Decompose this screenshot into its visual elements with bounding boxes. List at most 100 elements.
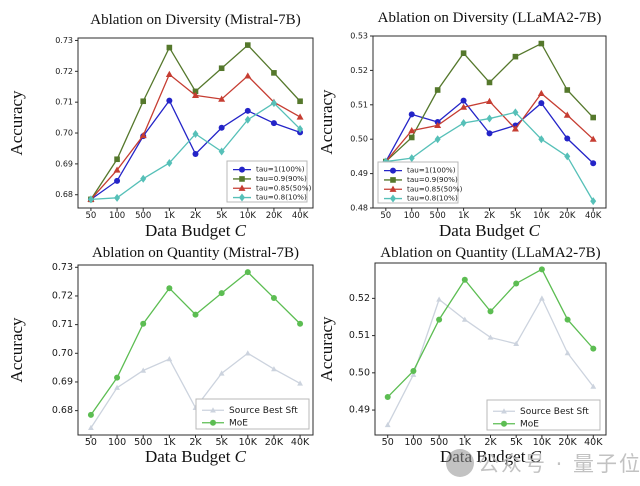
svg-text:tau=1(100%): tau=1(100%) xyxy=(256,165,305,174)
panel-diversity-llama2: Ablation on Diversity (LLaMA2-7B) 0.48 0.4… xyxy=(320,0,640,243)
svg-text:2K: 2K xyxy=(484,211,495,221)
svg-text:40K: 40K xyxy=(585,211,602,221)
svg-text:10K: 10K xyxy=(533,211,550,221)
svg-text:10K: 10K xyxy=(239,437,258,448)
svg-text:500: 500 xyxy=(430,211,446,221)
chart-series xyxy=(384,295,597,428)
y-axis-label: Accuracy xyxy=(320,316,336,382)
svg-text:tau=1(100%): tau=1(100%) xyxy=(407,166,456,175)
svg-text:10K: 10K xyxy=(533,437,552,448)
svg-text:50: 50 xyxy=(380,211,391,221)
x-axis-ticks: 50 100 500 1K 2K 5K 10K 20K 40K xyxy=(382,435,603,448)
svg-text:0.52: 0.52 xyxy=(350,66,368,75)
svg-text:40K: 40K xyxy=(292,211,309,221)
svg-text:1K: 1K xyxy=(459,437,472,448)
svg-text:Source Best Sft: Source Best Sft xyxy=(229,406,298,416)
svg-text:0.68: 0.68 xyxy=(55,190,73,199)
svg-text:500: 500 xyxy=(430,437,448,448)
y-axis-label: Accuracy xyxy=(7,317,26,383)
svg-text:5K: 5K xyxy=(510,437,523,448)
chart-series xyxy=(87,269,304,418)
chart-title: Ablation on Diversity (Mistral-7B) xyxy=(90,12,300,28)
svg-text:0.48: 0.48 xyxy=(350,204,368,213)
svg-text:0.69: 0.69 xyxy=(55,159,73,168)
y-axis-ticks: 0.49 0.50 0.51 0.52 xyxy=(349,293,375,416)
svg-text:2K: 2K xyxy=(189,437,202,448)
svg-text:0.68: 0.68 xyxy=(52,405,73,416)
chart-legend: Source Best Sft MoE xyxy=(486,399,601,431)
svg-text:20K: 20K xyxy=(558,437,577,448)
svg-text:tau=0.8(10%): tau=0.8(10%) xyxy=(407,194,458,203)
svg-text:1K: 1K xyxy=(164,211,175,221)
svg-text:10K: 10K xyxy=(240,211,257,221)
panel-quantity-llama2: Ablation on Quantity (LLaMA2-7B) 0.49 0.50… xyxy=(320,243,640,486)
x-axis-label: Data Budget C xyxy=(440,447,542,466)
svg-text:0.51: 0.51 xyxy=(350,100,368,109)
svg-text:MoE: MoE xyxy=(520,419,539,429)
svg-text:50: 50 xyxy=(85,437,97,448)
svg-text:0.69: 0.69 xyxy=(52,376,73,387)
svg-text:tau=0.8(10%): tau=0.8(10%) xyxy=(256,193,307,202)
svg-text:50: 50 xyxy=(382,437,394,448)
y-axis-label: Accuracy xyxy=(320,89,336,155)
chart-quantity-llama2: Ablation on Quantity (LLaMA2-7B) 0.49 0.50… xyxy=(320,245,607,466)
chart-diversity-mistral: Ablation on Diversity (Mistral-7B) 0.68 0.… xyxy=(7,12,314,240)
panel-quantity-mistral: Ablation on Quantity (Mistral-7B) 0.68 0.6… xyxy=(0,243,320,486)
svg-text:0.49: 0.49 xyxy=(349,405,370,416)
svg-text:tau=0.85(50%): tau=0.85(50%) xyxy=(256,183,312,192)
svg-text:20K: 20K xyxy=(559,211,576,221)
svg-text:0.50: 0.50 xyxy=(350,135,368,144)
x-axis-label: Data Budget C xyxy=(145,221,247,240)
chart-series xyxy=(383,40,596,165)
y-axis-ticks: 0.68 0.69 0.70 0.71 0.72 0.73 xyxy=(52,262,78,416)
x-axis-ticks: 50 100 500 1K 2K 5K 10K 20K 40K xyxy=(86,208,309,221)
chart-diversity-llama2: Ablation on Diversity (LLaMA2-7B)0.480.4… xyxy=(320,10,607,240)
svg-text:100: 100 xyxy=(404,437,422,448)
svg-text:tau=0.9(90%): tau=0.9(90%) xyxy=(256,174,307,183)
x-axis-ticks: 50 100 500 1K 2K 5K 10K 20K 40K xyxy=(380,208,602,221)
svg-text:Source Best Sft: Source Best Sft xyxy=(520,407,589,417)
svg-text:500: 500 xyxy=(134,437,152,448)
chart-title: Ablation on Quantity (Mistral-7B) xyxy=(92,245,299,261)
svg-text:0.53: 0.53 xyxy=(350,32,368,41)
chart-series xyxy=(382,89,597,165)
chart-legend: tau=1(100%)tau=0.9(90%)tau=0.85(50%)tau=… xyxy=(377,161,463,204)
y-axis-label: Accuracy xyxy=(7,90,26,156)
x-axis-label: Data Budget C xyxy=(439,221,541,240)
svg-text:0.52: 0.52 xyxy=(349,293,370,304)
chart-title: Ablation on Quantity (LLaMA2-7B) xyxy=(380,245,600,261)
svg-text:0.50: 0.50 xyxy=(349,367,370,378)
y-axis-ticks: 0.68 0.69 0.70 0.71 0.72 0.73 xyxy=(55,36,78,199)
svg-text:MoE: MoE xyxy=(229,418,248,428)
svg-text:0.73: 0.73 xyxy=(52,262,73,273)
svg-text:100: 100 xyxy=(108,437,126,448)
svg-text:50: 50 xyxy=(86,211,97,221)
svg-text:100: 100 xyxy=(109,211,125,221)
panel-diversity-mistral: Ablation on Diversity (Mistral-7B) 0.68 0.… xyxy=(0,0,320,243)
svg-text:1K: 1K xyxy=(458,211,469,221)
svg-text:2K: 2K xyxy=(484,437,497,448)
x-axis-ticks: 50 100 500 1K 2K 5K 10K 20K 40K xyxy=(85,435,310,448)
chart-quantity-mistral: Ablation on Quantity (Mistral-7B)0.680.6… xyxy=(7,245,314,466)
chart-series xyxy=(87,99,304,204)
svg-text:20K: 20K xyxy=(266,211,283,221)
svg-text:5K: 5K xyxy=(216,211,227,221)
svg-text:2K: 2K xyxy=(190,211,201,221)
svg-text:500: 500 xyxy=(135,211,151,221)
svg-text:0.70: 0.70 xyxy=(55,129,73,138)
svg-text:tau=0.85(50%): tau=0.85(50%) xyxy=(407,184,463,193)
chart-legend: tau=1(100%)tau=0.9(90%)tau=0.85(50%)tau=… xyxy=(226,160,312,203)
svg-text:0.72: 0.72 xyxy=(55,67,73,76)
svg-text:tau=0.9(90%): tau=0.9(90%) xyxy=(407,175,458,184)
svg-text:0.71: 0.71 xyxy=(52,319,73,330)
svg-text:0.70: 0.70 xyxy=(52,348,73,359)
y-axis-ticks: 0.48 0.49 0.50 0.51 0.52 0.53 xyxy=(350,32,373,213)
svg-text:0.71: 0.71 xyxy=(55,98,73,107)
svg-text:0.49: 0.49 xyxy=(350,169,368,178)
svg-text:40K: 40K xyxy=(291,437,310,448)
chart-series xyxy=(384,266,597,401)
svg-text:5K: 5K xyxy=(216,437,229,448)
chart-title: Ablation on Diversity (LLaMA2-7B) xyxy=(378,10,602,26)
svg-text:0.72: 0.72 xyxy=(52,290,73,301)
